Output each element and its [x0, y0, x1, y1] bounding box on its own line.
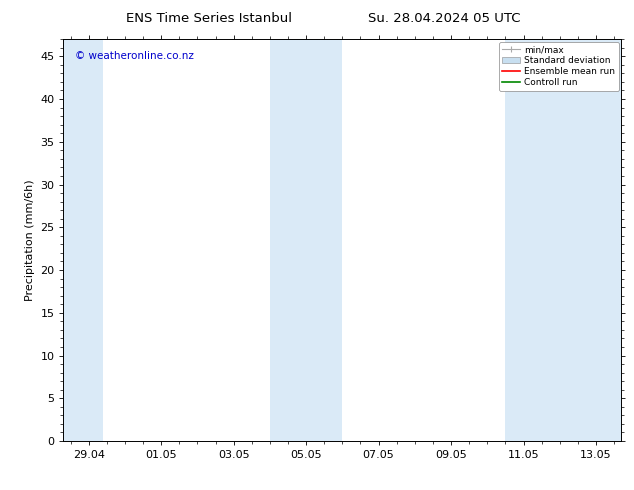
- Y-axis label: Precipitation (mm/6h): Precipitation (mm/6h): [25, 179, 35, 301]
- Bar: [63, 39, 103, 441]
- Text: © weatheronline.co.nz: © weatheronline.co.nz: [75, 51, 193, 61]
- Text: Su. 28.04.2024 05 UTC: Su. 28.04.2024 05 UTC: [368, 12, 520, 25]
- Bar: [270, 39, 342, 441]
- Legend: min/max, Standard deviation, Ensemble mean run, Controll run: min/max, Standard deviation, Ensemble me…: [499, 42, 619, 91]
- Bar: [505, 39, 621, 441]
- Text: ENS Time Series Istanbul: ENS Time Series Istanbul: [126, 12, 292, 25]
